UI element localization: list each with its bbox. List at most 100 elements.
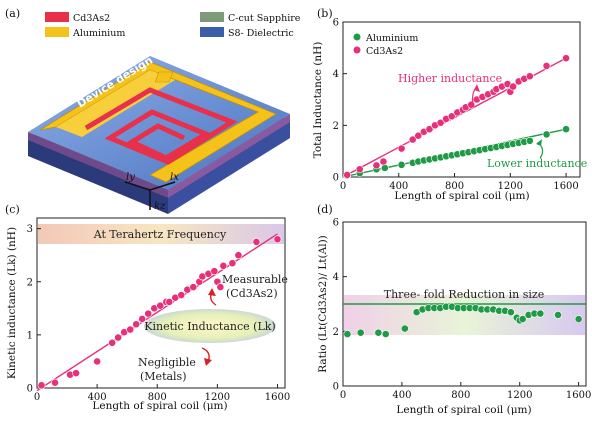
panel-d-points xyxy=(343,302,583,338)
legend-label-sapphire: C-cut Sapphire xyxy=(228,13,301,24)
data-point xyxy=(397,160,406,169)
axis-ly-label: ly xyxy=(126,172,135,183)
data-point xyxy=(356,328,365,337)
panel-a: (a) Cd3As2 Aluminium C-cut Sapphire S8- … xyxy=(5,7,301,214)
ytick-label: 6 xyxy=(333,218,339,229)
legend-b-cd3as2-marker xyxy=(353,46,361,54)
data-point xyxy=(447,112,456,121)
annotation-higher-arrowhead xyxy=(474,84,480,92)
data-point xyxy=(506,308,515,317)
ytick-label: 4 xyxy=(333,69,339,80)
legend-label-aluminium: Aluminium xyxy=(72,28,125,39)
annotation-higher-inductance: Higher inductance xyxy=(398,72,502,85)
panel-c-label: (c) xyxy=(5,203,20,216)
xtick-label: 800 xyxy=(148,392,167,403)
device-cd3as2-spiral xyxy=(84,87,238,165)
annotation-lower-arrowhead xyxy=(536,139,542,146)
panel-b-ticks: 0 400 800 1200 1600 0 2 4 6 xyxy=(333,18,579,193)
panel-d-xlabel: Length of spiral coil (μm) xyxy=(396,404,531,416)
legend-b-cd3as2: Cd3As2 xyxy=(366,46,403,57)
annotation-negligible: Negligible xyxy=(138,356,196,369)
data-point xyxy=(525,72,534,81)
annotation-negligible-material: (Metals) xyxy=(140,370,187,383)
data-point xyxy=(355,165,364,174)
data-point xyxy=(372,161,381,170)
annotation-down-arrowhead xyxy=(204,358,212,366)
data-point xyxy=(51,378,59,387)
data-point xyxy=(216,283,225,291)
data-point xyxy=(126,325,135,334)
axis-kz-label: kz xyxy=(154,201,166,212)
annotation-measurable-material: (Cd3As2) xyxy=(226,287,278,300)
ytick-label: 3 xyxy=(27,224,33,235)
data-point xyxy=(574,315,583,323)
xtick-label: 0 xyxy=(340,181,346,192)
ytick-label: 2 xyxy=(27,277,33,288)
data-point xyxy=(210,267,219,276)
legend-swatch-aluminium xyxy=(45,27,69,37)
data-point xyxy=(525,136,534,145)
xtick-label: 800 xyxy=(451,390,470,401)
xtick-label: 1600 xyxy=(553,181,578,192)
panel-c-banner-text: At Terahertz Frequency xyxy=(93,228,227,241)
ytick-label: 2 xyxy=(333,121,339,132)
xtick-label: 1200 xyxy=(205,392,230,403)
kinetic-inductance-bubble xyxy=(144,309,276,343)
data-point xyxy=(379,157,388,166)
data-point xyxy=(165,298,174,306)
panel-d: (d) Three- fold Reduction in size 0 400 80… xyxy=(317,203,591,416)
legend-label-dielectric: S8- Dielectric xyxy=(228,28,294,39)
xtick-label: 1200 xyxy=(498,181,523,192)
data-point xyxy=(343,171,352,179)
data-point xyxy=(228,259,237,268)
legend-swatch-cd3as2 xyxy=(45,12,69,22)
panel-b-ylabel: Total Inductance (nH) xyxy=(312,42,324,159)
data-point xyxy=(509,82,517,91)
panel-b-plot-frame xyxy=(342,21,581,178)
data-point xyxy=(436,118,445,127)
ytick-label: 6 xyxy=(333,18,339,29)
panel-c-fit-lines xyxy=(36,233,278,392)
data-point xyxy=(380,164,389,172)
legend-swatch-dielectric xyxy=(200,27,224,37)
data-point xyxy=(138,315,147,323)
data-point xyxy=(189,283,198,291)
xtick-label: 1600 xyxy=(265,392,290,403)
panel-d-ticks: 0 400 800 1200 1600 0 2 4 6 xyxy=(333,218,592,402)
panel-b-points xyxy=(343,54,570,180)
panel-c-banner xyxy=(38,224,284,244)
panel-c-xlabel: Length of spiral coil (μm) xyxy=(92,400,227,412)
panel-a-label: (a) xyxy=(5,7,20,20)
data-point xyxy=(156,301,165,310)
data-point xyxy=(542,130,551,139)
data-point xyxy=(397,144,406,153)
ytick-label: 1 xyxy=(27,330,33,341)
fit-line-0 xyxy=(36,233,278,392)
data-point xyxy=(542,62,551,70)
data-point xyxy=(518,315,527,323)
data-point xyxy=(177,291,186,299)
panel-c-ticks: 0 400 800 1200 1600 0 1 2 3 xyxy=(27,224,291,403)
panel-d-ylabel: Ratio (Lt(Cd3As2)/ Lt(Al)) xyxy=(317,235,329,373)
data-point xyxy=(93,357,102,366)
data-point xyxy=(252,238,261,246)
annotation-kinetic-inductance: Kinetic Inductance (Lk) xyxy=(144,320,275,333)
data-point xyxy=(343,330,352,338)
data-point xyxy=(554,311,562,319)
legend-label-cd3as2: Cd3As2 xyxy=(73,13,110,24)
ytick-label: 2 xyxy=(333,327,339,338)
xtick-label: 0 xyxy=(34,392,40,403)
legend-b-aluminium: Aluminium xyxy=(365,33,418,44)
data-point xyxy=(400,324,409,333)
panel-c-plot-frame xyxy=(36,217,286,389)
legend-b-aluminium-marker xyxy=(353,33,361,41)
data-point xyxy=(536,309,545,318)
data-point xyxy=(562,125,570,134)
xtick-label: 400 xyxy=(389,181,408,192)
data-point xyxy=(414,131,423,140)
xtick-label: 800 xyxy=(445,181,464,192)
xtick-label: 400 xyxy=(392,390,411,401)
panel-b-label: (b) xyxy=(317,7,333,20)
ytick-label: 0 xyxy=(27,384,33,395)
